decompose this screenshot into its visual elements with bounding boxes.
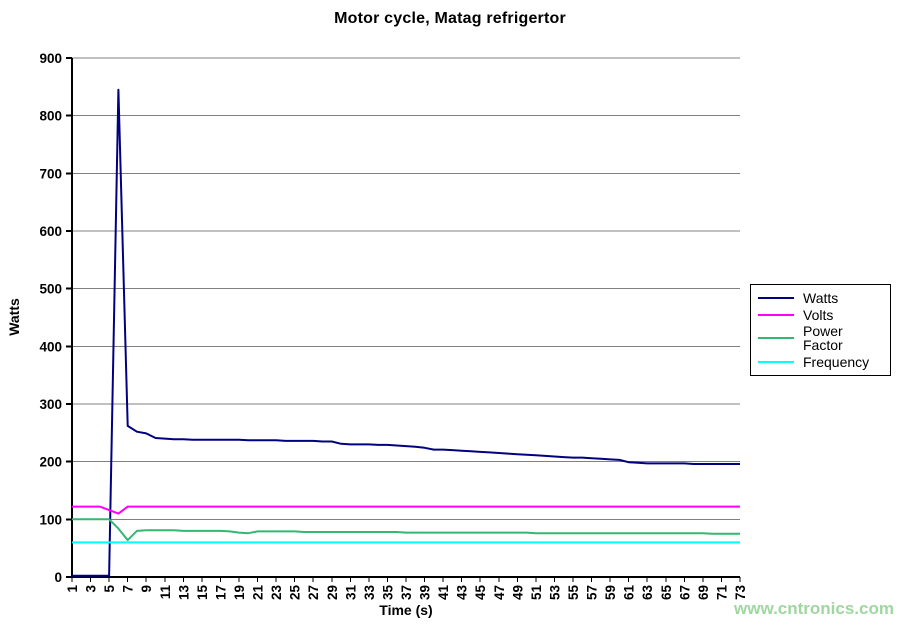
- x-tick-label: 59: [603, 585, 618, 600]
- y-tick-label: 600: [39, 224, 62, 239]
- x-tick-label: 43: [455, 585, 470, 601]
- x-tick-label: 73: [733, 585, 748, 601]
- legend-item-volts: Volts: [758, 308, 883, 322]
- x-tick-label: 19: [232, 585, 247, 600]
- x-tick-label: 11: [158, 585, 173, 600]
- x-tick-label: 29: [325, 585, 340, 600]
- legend-line-swatch: [758, 313, 794, 316]
- y-tick-label: 400: [39, 339, 62, 354]
- x-tick-label: 69: [696, 585, 711, 600]
- x-tick-label: 27: [306, 585, 321, 600]
- x-tick-label: 57: [585, 585, 600, 600]
- y-tick-label: 900: [39, 51, 62, 66]
- x-tick-label: 17: [213, 585, 228, 600]
- watermark-text: www.cntronics.com: [734, 599, 894, 618]
- x-tick-label: 39: [418, 585, 433, 600]
- legend-label: Power Factor: [803, 323, 843, 354]
- x-tick-label: 61: [622, 585, 637, 601]
- x-tick-label: 53: [547, 585, 562, 601]
- x-tick-label: 21: [251, 585, 266, 601]
- x-tick-label: 25: [288, 585, 303, 601]
- x-tick-label: 15: [195, 585, 210, 601]
- legend-item-watts: Watts: [758, 291, 883, 305]
- legend-line-swatch: [758, 337, 794, 340]
- chart-title: Motor cycle, Matag refrigertor: [334, 10, 566, 27]
- y-axis-title: Watts: [6, 298, 22, 336]
- x-tick-label: 47: [492, 585, 507, 600]
- x-tick-label: 31: [343, 585, 358, 601]
- series-line-volts: [72, 505, 740, 515]
- y-tick-label: 700: [39, 166, 62, 181]
- x-tick-label: 67: [677, 585, 692, 600]
- legend-label: Frequency: [803, 353, 870, 370]
- x-tick-label: 51: [529, 585, 544, 601]
- y-tick-label: 800: [39, 109, 62, 124]
- x-tick-label: 35: [380, 585, 395, 601]
- legend-label: Volts: [803, 306, 834, 323]
- legend-label: Watts: [803, 290, 839, 307]
- y-tick-label: 500: [39, 282, 62, 297]
- x-axis-title: Time (s): [379, 602, 433, 618]
- legend-line-swatch: [758, 297, 794, 300]
- x-tick-label: 13: [176, 585, 191, 601]
- x-tick-label: 45: [473, 585, 488, 601]
- x-tick-label: 41: [436, 585, 451, 601]
- x-tick-label: 7: [121, 585, 136, 593]
- x-tick-label: 37: [399, 585, 414, 600]
- x-tick-label: 33: [362, 585, 377, 601]
- series-line-watts: [72, 88, 740, 577]
- x-tick-label: 63: [640, 585, 655, 601]
- series-line-power-factor: [72, 518, 740, 542]
- legend-line-swatch: [758, 360, 794, 363]
- x-tick-label: 9: [139, 585, 154, 593]
- y-tick-label: 300: [39, 397, 62, 412]
- x-tick-label: 23: [269, 585, 284, 601]
- x-tick-label: 49: [510, 585, 525, 600]
- y-tick-label: 100: [39, 512, 62, 527]
- y-tick-label: 0: [54, 570, 62, 585]
- legend-item-frequency: Frequency: [758, 355, 883, 369]
- legend-item-power-factor: Power Factor: [758, 324, 883, 352]
- x-tick-label: 55: [566, 585, 581, 601]
- x-tick-label: 5: [102, 585, 117, 593]
- x-tick-label: 3: [84, 585, 99, 593]
- x-tick-label: 1: [65, 585, 80, 593]
- x-tick-label: 71: [714, 585, 729, 601]
- legend-box: Watts Volts Power Factor Frequency: [750, 284, 891, 376]
- y-tick-label: 200: [39, 455, 62, 470]
- x-tick-label: 65: [659, 585, 674, 601]
